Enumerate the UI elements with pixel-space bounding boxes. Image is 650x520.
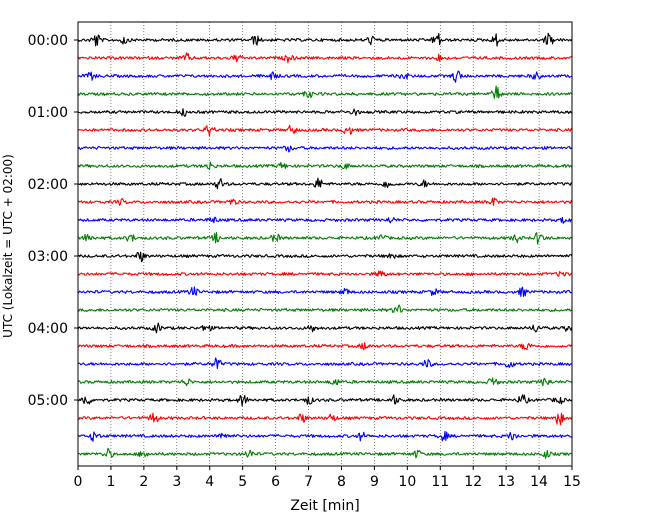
x-tick-label: 3 bbox=[172, 474, 181, 490]
y-tick-label: 04:00 bbox=[28, 321, 68, 337]
trace-line bbox=[77, 447, 573, 459]
y-axis-title: UTC (Lokalzeit = UTC + 02:00) bbox=[1, 154, 15, 338]
y-tick-label: 02:00 bbox=[28, 177, 68, 193]
trace-line bbox=[77, 322, 573, 334]
trace-line bbox=[77, 430, 573, 442]
trace-line bbox=[77, 286, 573, 297]
trace-line bbox=[77, 70, 573, 83]
x-axis-ticks: 0 1 2 3 4 5 6 7 8 9 10 11 12 13 14 15 bbox=[74, 466, 581, 490]
trace-line bbox=[77, 216, 573, 224]
x-tick-label: 12 bbox=[464, 474, 482, 490]
trace-line bbox=[77, 304, 573, 314]
trace-line bbox=[77, 394, 573, 407]
trace-line bbox=[77, 357, 573, 369]
x-tick-label: 0 bbox=[74, 474, 83, 490]
trace-line bbox=[77, 342, 573, 351]
trace-line bbox=[77, 412, 573, 426]
x-tick-label: 2 bbox=[139, 474, 148, 490]
trace-line bbox=[77, 124, 573, 137]
plot-frame bbox=[77, 21, 573, 467]
trace-line bbox=[77, 197, 573, 207]
x-tick-label: 7 bbox=[304, 474, 313, 490]
x-axis-title: Zeit [min] bbox=[290, 498, 359, 514]
x-tick-label: 14 bbox=[530, 474, 548, 490]
x-tick-label: 1 bbox=[106, 474, 115, 490]
x-tick-label: 11 bbox=[431, 474, 449, 490]
x-tick-label: 15 bbox=[563, 474, 581, 490]
trace-line bbox=[77, 85, 573, 99]
x-tick-label: 9 bbox=[370, 474, 379, 490]
x-gridlines bbox=[110, 22, 540, 466]
y-tick-label: 01:00 bbox=[28, 105, 68, 121]
trace-line bbox=[77, 270, 573, 277]
x-tick-label: 5 bbox=[238, 474, 247, 490]
trace-line bbox=[77, 161, 573, 170]
trace-line bbox=[77, 108, 573, 117]
trace-line bbox=[77, 232, 573, 245]
trace-line bbox=[77, 251, 573, 263]
y-tick-label: 05:00 bbox=[28, 393, 68, 409]
x-tick-label: 6 bbox=[271, 474, 280, 490]
y-tick-label: 00:00 bbox=[28, 33, 68, 49]
x-tick-label: 8 bbox=[337, 474, 346, 490]
trace-line bbox=[77, 32, 573, 47]
seismic-traces bbox=[77, 32, 573, 459]
y-axis-ticks: 00:00 01:00 02:00 03:00 04:00 05:00 bbox=[28, 33, 78, 409]
trace-line bbox=[77, 145, 573, 153]
trace-line bbox=[77, 377, 573, 387]
y-tick-label: 03:00 bbox=[28, 249, 68, 265]
trace-line bbox=[77, 52, 573, 64]
x-tick-label: 10 bbox=[398, 474, 416, 490]
trace-line bbox=[77, 177, 573, 190]
x-tick-label: 4 bbox=[205, 474, 214, 490]
x-tick-label: 13 bbox=[497, 474, 515, 490]
